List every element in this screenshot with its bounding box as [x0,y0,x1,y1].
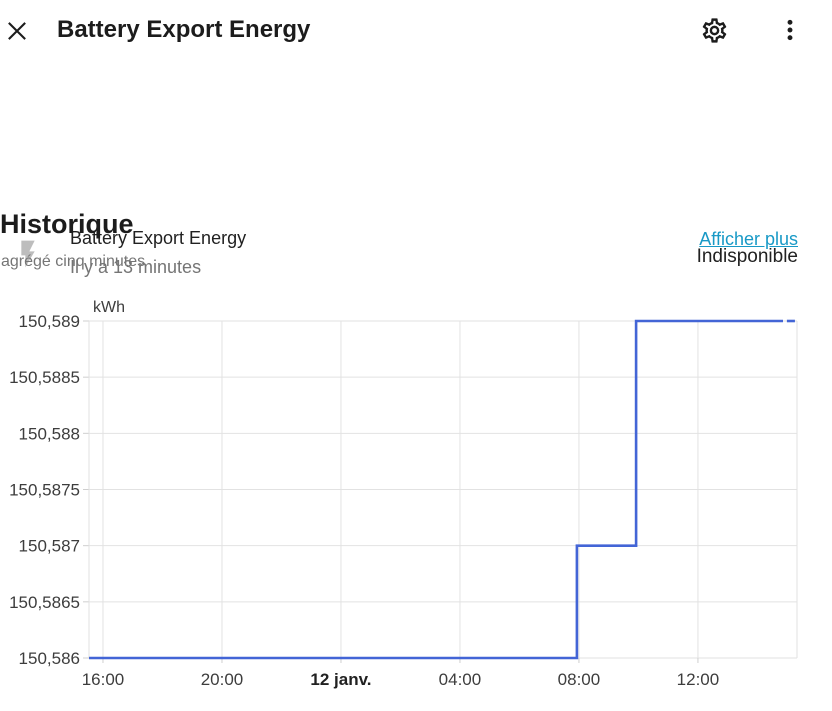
entity-last-changed: Il y a 13 minutes [70,257,202,277]
show-more-link[interactable]: Afficher plus [699,229,798,249]
flash-icon [21,240,35,268]
history-section-title: Historique [0,209,134,239]
entity-state-value: Indisponible [696,246,798,267]
y-tick-label: 150,5885 [9,368,80,387]
x-tick-label: 16:00 [82,670,125,689]
kebab-menu-icon[interactable] [770,10,810,50]
dialog-header: Battery Export Energy [0,0,832,64]
x-tick-label: 12 janv. [310,670,371,689]
y-tick-label: 150,5875 [9,481,80,500]
close-icon[interactable] [0,11,37,51]
history-line-series [89,319,783,660]
history-aggregation-note: agrégé cinq minutes [1,253,146,270]
x-tick-label: 08:00 [558,670,601,689]
x-tick-label: 12:00 [677,670,720,689]
y-tick-label: 150,589 [19,312,80,331]
gear-icon[interactable] [694,10,734,50]
page-title: Battery Export Energy [57,16,311,43]
y-tick-label: 150,586 [19,649,80,668]
y-tick-label: 150,588 [19,424,80,443]
x-tick-label: 20:00 [201,670,244,689]
entity-summary-row[interactable]: Battery Export Energy Il y a 13 minutes … [0,108,832,277]
chart-unit-label: kWh [93,299,125,316]
y-tick-label: 150,587 [19,537,80,556]
y-tick-label: 150,5865 [9,593,80,612]
x-tick-label: 04:00 [439,670,482,689]
close-icon-glyph [8,22,26,40]
kebab-menu-icon-glyph [787,19,793,41]
entity-name: Battery Export Energy [70,228,247,248]
gear-icon-glyph [702,17,726,43]
